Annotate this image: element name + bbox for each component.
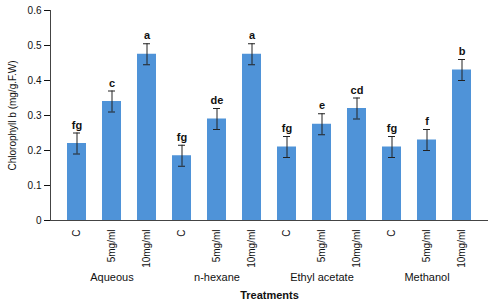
svg-text:fg: fg	[282, 122, 292, 134]
svg-text:5mg/ml: 5mg/ml	[316, 230, 327, 263]
svg-text:5mg/ml: 5mg/ml	[106, 230, 117, 263]
svg-text:e: e	[319, 99, 325, 111]
svg-text:10mg/ml: 10mg/ml	[351, 230, 362, 268]
svg-text:f: f	[425, 115, 429, 127]
svg-text:cd: cd	[351, 84, 364, 96]
svg-text:C: C	[176, 230, 187, 237]
svg-text:10mg/ml: 10mg/ml	[246, 230, 257, 268]
svg-text:10mg/ml: 10mg/ml	[456, 230, 467, 268]
svg-text:Aqueous: Aqueous	[90, 271, 134, 283]
svg-text:5mg/ml: 5mg/ml	[421, 230, 432, 263]
svg-text:0.3: 0.3	[28, 110, 42, 121]
svg-text:C: C	[386, 230, 397, 237]
svg-text:0.4: 0.4	[28, 75, 42, 86]
svg-text:fg: fg	[72, 119, 82, 131]
svg-text:a: a	[249, 29, 256, 41]
svg-text:b: b	[459, 45, 466, 57]
svg-text:0: 0	[36, 215, 42, 226]
svg-text:10mg/ml: 10mg/ml	[141, 230, 152, 268]
svg-text:a: a	[144, 29, 151, 41]
svg-text:fg: fg	[387, 122, 397, 134]
svg-text:n-hexane: n-hexane	[194, 271, 240, 283]
svg-text:c: c	[109, 77, 115, 89]
svg-text:0.6: 0.6	[28, 5, 42, 16]
svg-text:0.2: 0.2	[28, 145, 42, 156]
svg-text:fg: fg	[177, 131, 187, 143]
svg-text:Ethyl acetate: Ethyl acetate	[290, 271, 354, 283]
svg-text:0.1: 0.1	[28, 180, 42, 191]
svg-text:0.5: 0.5	[28, 40, 42, 51]
svg-text:de: de	[211, 94, 224, 106]
svg-text:C: C	[281, 230, 292, 237]
svg-text:Treatments: Treatments	[240, 289, 299, 301]
svg-text:Methanol: Methanol	[404, 271, 449, 283]
svg-text:Chlorophyll b (mg/g.F.W): Chlorophyll b (mg/g.F.W)	[7, 60, 18, 170]
svg-text:5mg/ml: 5mg/ml	[211, 230, 222, 263]
svg-text:C: C	[71, 230, 82, 237]
